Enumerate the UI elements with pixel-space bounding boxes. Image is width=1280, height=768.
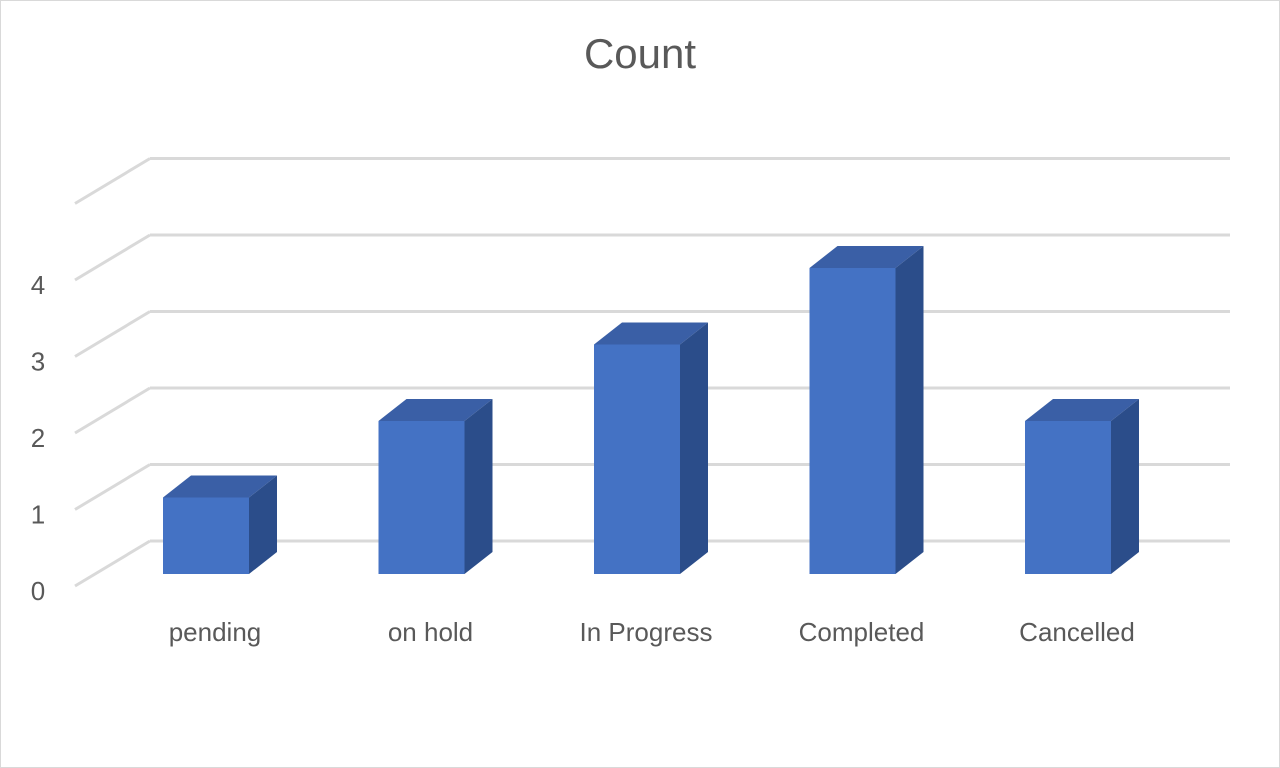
y-tick-label: 2 bbox=[31, 423, 45, 453]
x-category-label: Cancelled bbox=[1019, 617, 1135, 647]
bar-top bbox=[809, 246, 924, 268]
bar-top bbox=[594, 322, 708, 345]
y-tick-label: 3 bbox=[31, 347, 45, 377]
bar bbox=[1025, 399, 1139, 574]
y-tick-label: 4 bbox=[31, 270, 45, 300]
bar-front bbox=[378, 421, 465, 574]
bar-top bbox=[163, 475, 277, 498]
bar-front bbox=[809, 268, 896, 574]
x-axis-labels: pending on hold In Progress Completed Cancel… bbox=[169, 617, 1135, 647]
bar-side bbox=[464, 399, 493, 574]
gridline-depth bbox=[74, 157, 151, 205]
bar-side bbox=[249, 475, 277, 574]
gridline-depth bbox=[74, 310, 151, 358]
bar bbox=[594, 322, 708, 574]
gridline-depth bbox=[74, 233, 151, 282]
x-category-label: pending bbox=[169, 617, 262, 647]
bar bbox=[809, 246, 924, 574]
bars bbox=[163, 246, 1139, 574]
y-axis-ticks: 0 1 2 3 4 bbox=[31, 270, 45, 606]
bar-top bbox=[378, 399, 493, 421]
x-category-label: Completed bbox=[799, 617, 925, 647]
bar-top bbox=[1025, 399, 1139, 421]
x-category-label: In Progress bbox=[580, 617, 713, 647]
bar-side bbox=[895, 246, 924, 574]
bar-front bbox=[1025, 421, 1111, 574]
gridline-depth bbox=[74, 463, 151, 511]
bar-front bbox=[594, 344, 680, 574]
bar bbox=[163, 475, 277, 574]
y-tick-label: 1 bbox=[31, 500, 45, 530]
x-category-label: on hold bbox=[388, 617, 473, 647]
bar-side bbox=[1111, 399, 1139, 574]
gridline-depth bbox=[74, 386, 151, 435]
gridline-depth bbox=[74, 539, 151, 588]
bar-front bbox=[163, 497, 249, 574]
chart-title: Count bbox=[583, 30, 697, 77]
bar bbox=[378, 399, 493, 574]
bar-side bbox=[680, 322, 708, 574]
y-tick-label: 0 bbox=[31, 576, 45, 606]
